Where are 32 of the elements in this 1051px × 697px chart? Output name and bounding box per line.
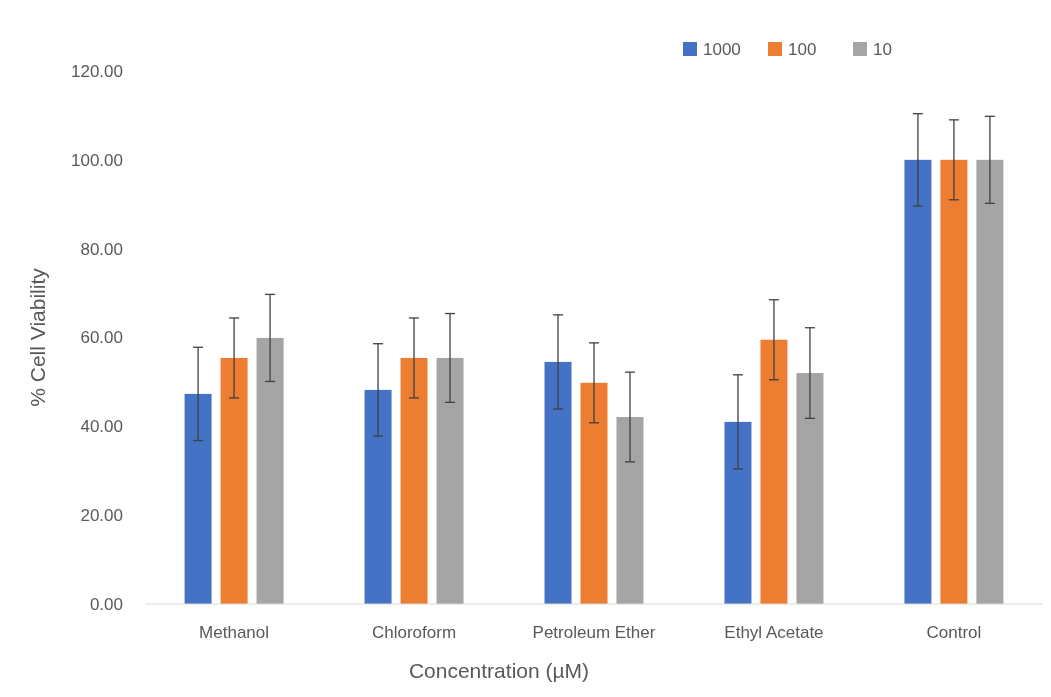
bar (760, 339, 788, 604)
bar (940, 159, 968, 604)
bar (220, 357, 248, 604)
legend-label: 1000 (703, 39, 741, 59)
bar (400, 357, 428, 604)
y-tick-label: 100.00 (71, 150, 123, 170)
bar (976, 159, 1004, 604)
bar (256, 337, 284, 604)
y-tick-label: 120.00 (71, 61, 123, 81)
x-tick-label: Petroleum Ether (532, 623, 656, 642)
bar (544, 361, 572, 604)
legend-label: 10 (873, 39, 892, 59)
y-tick-label: 60.00 (80, 328, 123, 348)
bar (436, 357, 464, 604)
y-tick-label: 80.00 (80, 239, 123, 259)
bar (364, 389, 392, 604)
bar (616, 417, 644, 604)
legend-label: 100 (788, 39, 817, 59)
x-tick-label: Ethyl Acetate (724, 623, 824, 642)
bar (904, 159, 932, 604)
x-tick-label: Methanol (199, 623, 270, 642)
bar (184, 393, 212, 604)
bar (796, 373, 824, 604)
y-tick-label: 0.00 (89, 594, 123, 614)
bar (580, 382, 608, 604)
x-tick-label: Chloroform (371, 623, 457, 642)
y-tick-label: 40.00 (80, 417, 123, 437)
x-tick-label: Control (926, 623, 982, 642)
bar (724, 421, 752, 604)
x-axis-title: Concentration (µM) (408, 659, 590, 682)
y-axis-title: % Cell Viability (26, 267, 49, 407)
y-tick-label: 20.00 (80, 506, 123, 526)
